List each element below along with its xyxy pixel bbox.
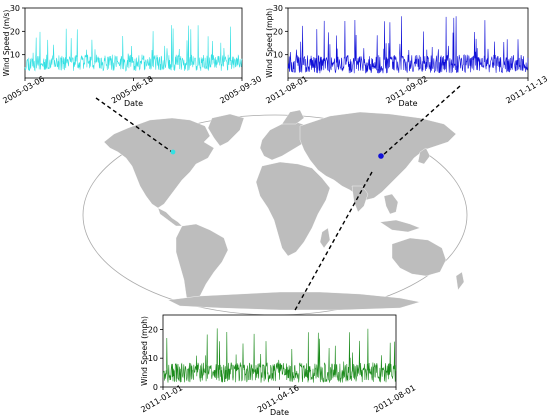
y-tick-label: 10	[10, 51, 20, 60]
north-america	[103, 117, 215, 209]
x-tick-label: 2005-03-06	[1, 74, 46, 105]
connector-top-left	[95, 97, 173, 153]
y-tick-label: 30	[10, 4, 20, 13]
australia	[391, 237, 447, 277]
asia	[299, 111, 457, 201]
world-map	[82, 109, 468, 316]
y-tick-label: 10	[273, 51, 283, 60]
y-tick-label: 20	[148, 325, 158, 334]
y-tick-label: 20	[10, 27, 20, 36]
x-tick-label: 2005-09-30	[218, 74, 263, 105]
x-tick-label: 2011-08-01	[264, 74, 309, 105]
x-tick-label: 2011-08-01	[372, 383, 417, 414]
x-axis-label: Date	[124, 99, 143, 108]
y-axis-label: Wind Speed (mph)	[140, 316, 149, 386]
x-tick-label: 2011-01-01	[139, 383, 184, 414]
y-tick-label: 10	[148, 354, 158, 363]
connector-bottom	[293, 171, 373, 313]
connector-top-right	[381, 85, 461, 157]
japan	[417, 147, 431, 165]
marker-china-station	[378, 153, 384, 159]
indonesia	[379, 219, 421, 233]
landmasses	[103, 109, 465, 311]
y-axis-label: Wind Speed (mph)	[265, 8, 274, 78]
india	[351, 185, 369, 213]
y-tick-label: 30	[273, 4, 283, 13]
y-axis-label: Wind Speed (m/s)	[2, 10, 11, 77]
connector-lines	[95, 85, 461, 313]
africa	[255, 161, 331, 257]
y-tick-label: 20	[273, 27, 283, 36]
x-axis-label: Date	[270, 408, 289, 417]
x-tick-label: 2011-11-13	[504, 74, 549, 105]
southeast-asia	[383, 193, 399, 215]
series-line-1	[287, 16, 529, 74]
madagascar	[319, 227, 331, 249]
y-tick-label: 0	[153, 383, 158, 392]
scandinavia	[281, 109, 305, 125]
greenland	[207, 113, 245, 147]
series-line-1	[24, 25, 243, 72]
antarctica	[167, 291, 421, 311]
new-zealand	[455, 271, 465, 291]
x-axis-label: Date	[398, 99, 417, 108]
series-line-1	[162, 328, 397, 383]
marker-north-america-station	[170, 149, 176, 155]
